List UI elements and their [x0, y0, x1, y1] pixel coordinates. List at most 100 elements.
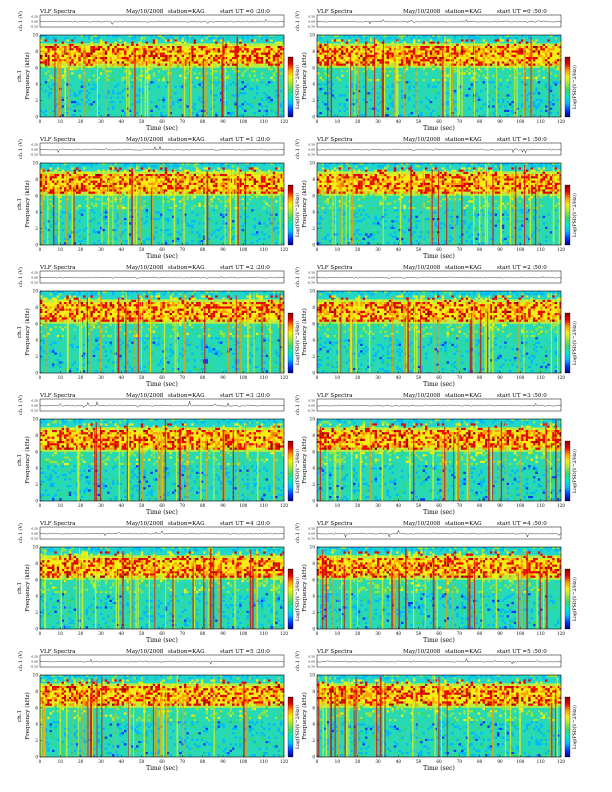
x-tick-label: 60 — [159, 503, 165, 508]
y-tick-label: 6 — [312, 193, 315, 198]
spectrogram-image — [317, 163, 561, 245]
x-tick-label: 30 — [375, 119, 381, 124]
y-tick-label: 10 — [33, 417, 39, 422]
x-tick-label: 80 — [200, 503, 206, 508]
spectrogram-panel: VLF Spectra May/10/2008 station=KAG start U… — [17, 649, 301, 772]
x-tick-label: 120 — [280, 503, 288, 508]
channel-waveform — [39, 145, 284, 154]
x-axis-label: Time (sec) — [423, 637, 455, 644]
x-tick-label: 110 — [260, 631, 268, 636]
x-tick-label: 110 — [260, 503, 268, 508]
channel-axis-label: ch.1 (V) — [17, 651, 24, 671]
channel-tick-label: 0.20 — [31, 399, 38, 403]
y-tick-label: 4 — [35, 722, 38, 727]
x-tick-label: 10 — [58, 759, 64, 764]
colorbar — [564, 696, 571, 758]
colorbar-label: Log(PSD(V^2/Hz)) — [294, 193, 301, 237]
colorbar-label: Log(PSD(V^2/Hz)) — [294, 449, 301, 493]
x-tick-label: 0 — [316, 631, 319, 636]
x-tick-label: 100 — [516, 119, 524, 124]
x-tick-label: 30 — [98, 119, 104, 124]
colorbar — [287, 56, 294, 118]
channel-tick-label: -0.20 — [307, 25, 315, 29]
channel-side-label: ch.1 — [17, 454, 23, 466]
x-tick-label: 80 — [477, 247, 483, 252]
x-tick-label: 100 — [239, 631, 247, 636]
panel-date: May/10/2008 — [403, 521, 441, 527]
spectrogram-image — [40, 291, 284, 373]
x-tick-label: 40 — [396, 247, 402, 252]
x-tick-label: 90 — [220, 247, 226, 252]
y-tick-label: 10 — [310, 545, 316, 550]
spectrogram-panel: VLF Spectra May/10/2008 station=KAG start U… — [17, 393, 301, 516]
x-tick-label: 50 — [139, 119, 145, 124]
x-tick-label: 0 — [39, 631, 42, 636]
channel-frame — [39, 398, 285, 412]
channel-axis-label: ch.1 (V) — [17, 395, 24, 415]
x-axis-label: Time (sec) — [423, 509, 455, 516]
panel-start-time: start UT =2 :20:0 — [220, 265, 270, 271]
panel-station: station=KAG — [445, 393, 482, 399]
x-tick-label: 50 — [416, 631, 422, 636]
x-tick-label: 100 — [239, 247, 247, 252]
channel-waveform — [316, 19, 562, 25]
spectrogram-image — [40, 163, 284, 245]
channel-frame — [39, 654, 285, 668]
spectrogram-panel: VLF Spectra May/10/2008 station=KAG start U… — [17, 265, 301, 388]
x-tick-label: 30 — [375, 631, 381, 636]
x-tick-label: 0 — [316, 759, 319, 764]
y-tick-label: 6 — [35, 65, 38, 70]
channel-waveform — [39, 658, 285, 665]
channel-tick-label: 0.20 — [308, 271, 315, 275]
x-tick-label: 30 — [375, 247, 381, 252]
x-tick-label: 50 — [139, 375, 145, 380]
channel-tick-label: 0.20 — [308, 655, 315, 659]
x-tick-label: 10 — [58, 503, 64, 508]
spectrogram-image — [317, 547, 561, 629]
channel-tick-label: 0.00 — [31, 404, 38, 408]
spectrogram-panel: VLF Spectra May/10/2008 station=KAG start U… — [294, 521, 578, 644]
channel-tick-label: 0.20 — [308, 399, 315, 403]
x-tick-label: 40 — [119, 119, 125, 124]
channel-waveform — [316, 658, 562, 665]
x-tick-label: 100 — [516, 375, 524, 380]
x-tick-label: 60 — [436, 375, 442, 380]
panel-start-time: start UT =3 :50:0 — [497, 393, 547, 399]
x-tick-label: 90 — [497, 503, 503, 508]
x-tick-label: 40 — [396, 119, 402, 124]
panel-start-time: start UT =4 :20:0 — [220, 521, 270, 527]
y-tick-label: 2 — [312, 482, 315, 487]
x-tick-label: 40 — [396, 759, 402, 764]
panel-date: May/10/2008 — [403, 137, 441, 143]
y-tick-label: 6 — [35, 705, 38, 710]
y-tick-label: 0 — [35, 115, 38, 120]
spectrogram-panel: VLF Spectra May/10/2008 station=KAG start U… — [294, 137, 578, 260]
x-tick-label: 90 — [220, 759, 226, 764]
channel-axis-label: ch.1 (V) — [17, 523, 24, 543]
y-tick-label: 8 — [35, 689, 38, 694]
y-tick-label: 0 — [312, 755, 315, 760]
x-tick-label: 90 — [220, 119, 226, 124]
x-tick-label: 60 — [436, 247, 442, 252]
channel-tick-label: 0.20 — [31, 15, 38, 19]
panel-title: VLF Spectra — [39, 137, 76, 143]
x-tick-label: 50 — [416, 375, 422, 380]
y-tick-label: 8 — [35, 49, 38, 54]
y-tick-label: 10 — [310, 417, 316, 422]
x-tick-label: 100 — [516, 759, 524, 764]
y-tick-label: 2 — [312, 226, 315, 231]
channel-side-label: ch.1 — [17, 198, 23, 210]
channel-tick-label: 0.00 — [308, 404, 315, 408]
x-tick-label: 110 — [260, 375, 268, 380]
channel-axis-label: ch.1 (V) — [294, 11, 301, 31]
x-tick-label: 10 — [335, 503, 341, 508]
x-axis-label: Time (sec) — [146, 381, 178, 388]
channel-tick-label: -0.20 — [307, 537, 315, 541]
panel-title: VLF Spectra — [39, 393, 76, 399]
panel-title: VLF Spectra — [39, 649, 76, 655]
x-axis-label: Time (sec) — [423, 125, 455, 132]
channel-frame — [316, 398, 562, 412]
x-tick-label: 80 — [477, 119, 483, 124]
x-axis-label: Time (sec) — [146, 637, 178, 644]
